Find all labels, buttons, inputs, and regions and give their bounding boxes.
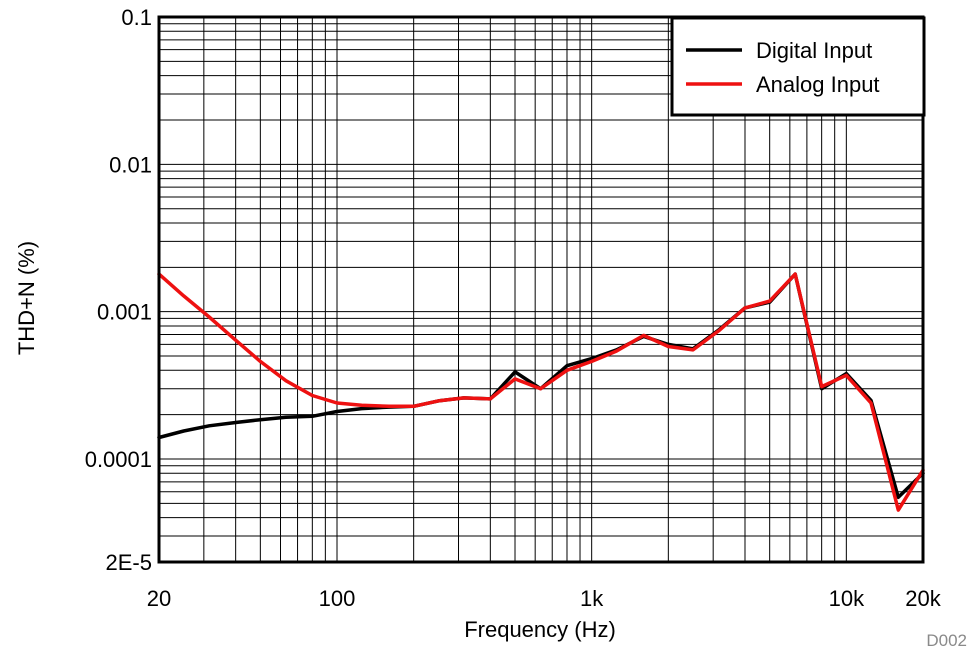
x-tick-label: 100 — [319, 586, 356, 611]
x-tick-label: 1k — [580, 586, 604, 611]
y-tick-label: 0.1 — [121, 5, 152, 30]
plot-frame — [157, 15, 925, 564]
x-tick-labels: 20 100 1k 10k 20k — [147, 586, 942, 611]
y-tick-labels: 0.1 0.01 0.001 0.0001 2E-5 — [85, 5, 152, 575]
x-tick-label: 20k — [905, 586, 941, 611]
series-line-digital-input — [157, 272, 925, 500]
y-tick-label: 0.0001 — [85, 447, 152, 472]
x-axis-label: Frequency (Hz) — [464, 617, 616, 642]
y-axis-label: THD+N (%) — [14, 241, 39, 355]
legend-label-digital-input: Digital Input — [756, 38, 872, 63]
legend-box — [670, 16, 926, 117]
x-tick-label: 10k — [829, 586, 865, 611]
grid-lines — [159, 17, 923, 562]
y-tick-label: 2E-5 — [106, 550, 152, 575]
series-line-analog-input — [157, 272, 925, 512]
series-lines — [157, 272, 925, 512]
figure-code: D002 — [926, 631, 967, 650]
legend-label-analog-input: Analog Input — [756, 72, 880, 97]
y-tick-label: 0.01 — [109, 152, 152, 177]
y-tick-label: 0.001 — [97, 300, 152, 325]
x-tick-label: 20 — [147, 586, 171, 611]
legend: Digital Input Analog Input — [670, 16, 926, 117]
